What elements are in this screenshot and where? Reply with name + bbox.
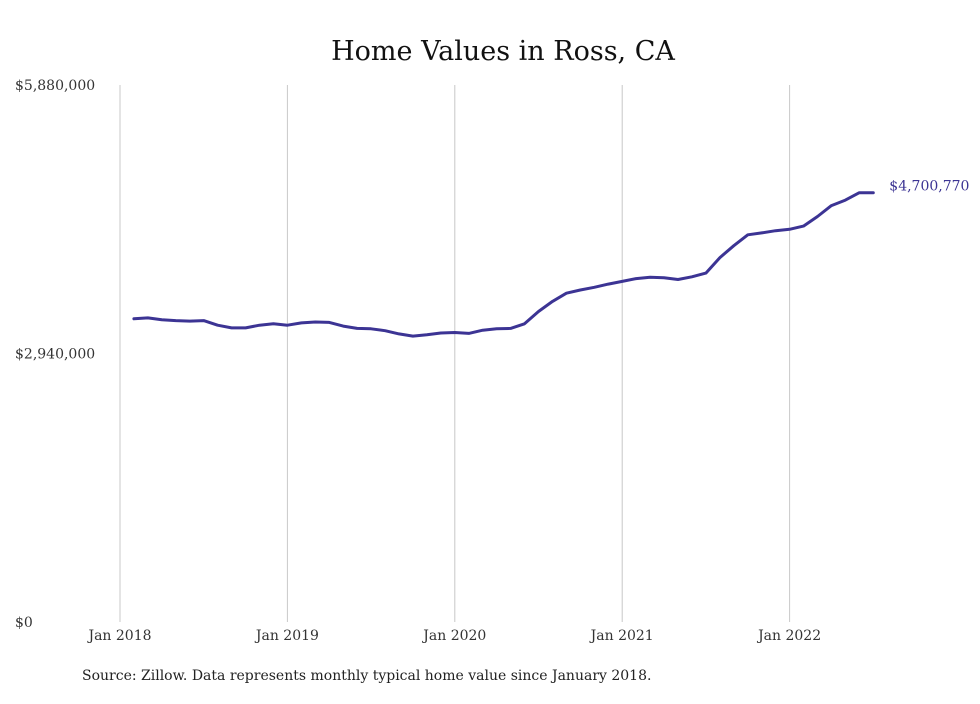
end-value-label: $4,700,770: [889, 179, 969, 195]
series: $4,700,770: [132, 179, 969, 338]
y-axis-ticks: $0 $2,940,000 $5,880,000: [15, 78, 95, 631]
x-tick-label-4: Jan 2022: [756, 628, 821, 644]
x-tick-label-3: Jan 2021: [589, 628, 654, 644]
gridlines: [119, 85, 791, 622]
y-tick-label-0: $0: [15, 615, 33, 631]
source-note: Source: Zillow. Data represents monthly …: [82, 668, 652, 684]
x-tick-label-1: Jan 2019: [254, 628, 319, 644]
chart-title: Home Values in Ross, CA: [331, 36, 675, 67]
x-tick-label-2: Jan 2020: [421, 628, 486, 644]
x-axis-ticks: Jan 2018 Jan 2019 Jan 2020 Jan 2021 Jan 2022: [86, 628, 821, 644]
x-tick-label-0: Jan 2018: [86, 628, 151, 644]
y-tick-label-2: $5,880,000: [15, 78, 95, 94]
series-line: [132, 191, 875, 338]
y-tick-label-1: $2,940,000: [15, 347, 95, 363]
